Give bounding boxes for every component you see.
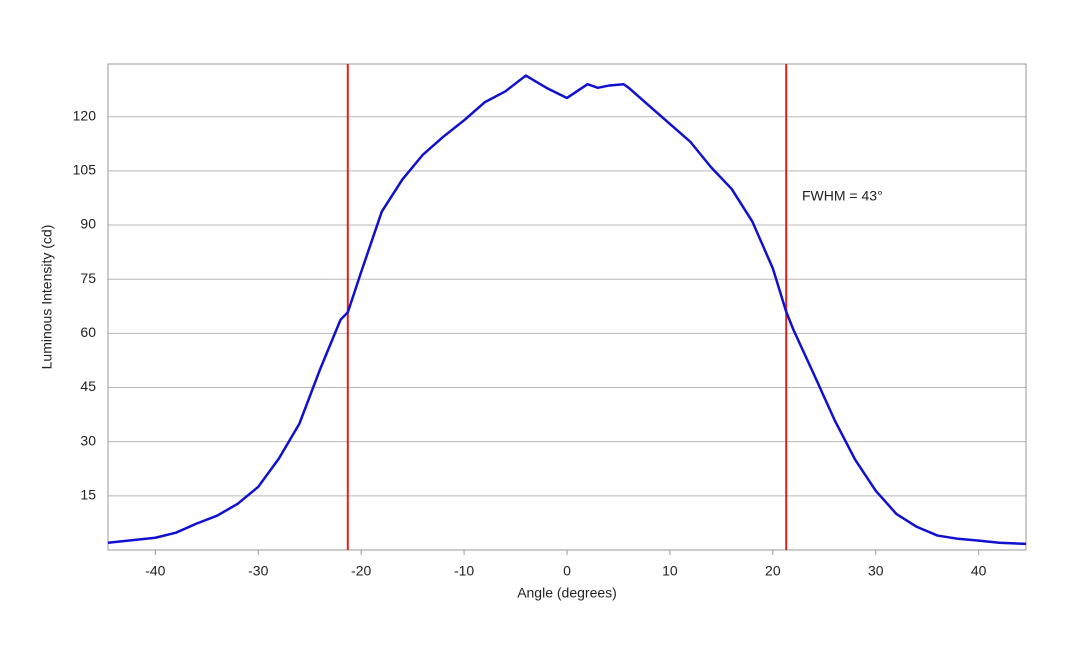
y-tick-label: 60 [80,324,96,340]
annotation: FWHM = 43° [802,188,883,204]
y-tick-label: 30 [80,432,96,448]
x-tick-label: 40 [971,563,987,579]
plot-frame [107,63,1027,551]
x-axis-label: Angle (degrees) [517,585,617,601]
y-tick-label: 105 [73,162,97,178]
x-tick-label: 20 [765,563,781,579]
x-tick-label: -20 [351,563,371,579]
y-tick-label: 75 [80,270,96,286]
y-tick-label: 90 [80,216,96,232]
x-tick-label: 10 [662,563,678,579]
data-line [107,74,1027,546]
x-tick-label: -10 [454,563,474,579]
x-tick-label: 0 [563,563,571,579]
x-tick-label: -40 [145,563,165,579]
x-tick-label: 30 [868,563,884,579]
y-tick-label: 15 [80,487,96,503]
y-tick-label: 120 [73,107,97,123]
y-tick-label: 45 [80,378,96,394]
x-tick-label: -30 [248,563,268,579]
y-axis-label: Luminous Intensity (cd) [39,225,55,370]
